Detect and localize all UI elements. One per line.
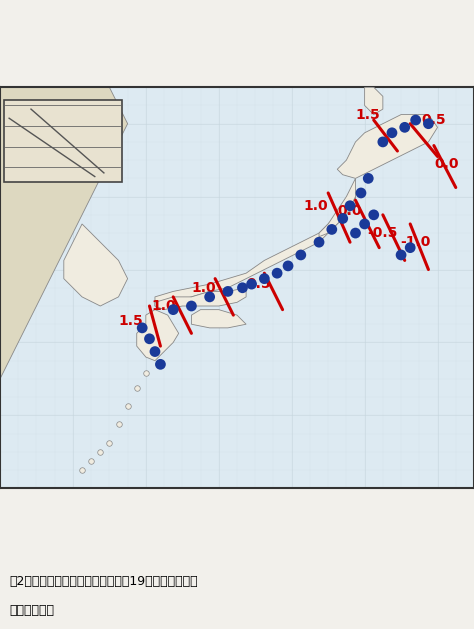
Text: 0.0: 0.0 [434,157,459,171]
Text: 1.5: 1.5 [119,314,144,328]
Point [146,334,153,344]
Point [206,292,213,302]
Point [365,174,372,184]
Text: 0.5: 0.5 [421,113,446,127]
Point [412,115,419,125]
Point [239,282,246,292]
Point [401,122,409,132]
Bar [4,100,122,182]
Point [138,323,146,333]
Point [284,261,292,271]
Point [339,213,346,223]
Point [379,137,387,147]
Point [328,225,336,235]
Text: 0.0: 0.0 [338,204,362,218]
Point [261,274,268,284]
Polygon shape [155,197,356,306]
Point [357,188,365,198]
Text: 1.0: 1.0 [303,199,328,213]
Point [397,250,405,260]
Polygon shape [137,309,179,360]
Text: 図2　伊能忠敌の測量データによゃ19世紀初頭の地磁: 図2 伊能忠敌の測量データによゃ19世紀初頭の地磁 [9,575,198,588]
Point [406,243,414,253]
Point [370,210,377,220]
Polygon shape [191,309,246,328]
Point [315,237,323,247]
Polygon shape [64,224,128,306]
Point [273,268,281,278]
Polygon shape [155,287,246,309]
Polygon shape [319,179,356,237]
Point [156,359,164,369]
Polygon shape [365,87,383,114]
Text: 気偏觓: 気偏觓 [9,604,55,617]
Text: 1.0: 1.0 [192,281,217,295]
Point [361,219,368,229]
Point [224,286,232,296]
Point [169,304,177,314]
Text: -1.0: -1.0 [401,235,431,249]
Point [151,347,159,357]
Text: -0.5: -0.5 [368,226,398,240]
Point [352,228,359,238]
Point [188,301,195,311]
Point [388,128,396,138]
Polygon shape [337,114,438,179]
Text: 0.5: 0.5 [246,277,271,291]
Polygon shape [0,87,128,488]
Point [346,201,354,211]
Point [297,250,305,260]
Text: 1.0: 1.0 [152,299,176,313]
Text: 1.5: 1.5 [356,108,381,121]
Point [425,119,432,129]
Point [248,279,255,289]
